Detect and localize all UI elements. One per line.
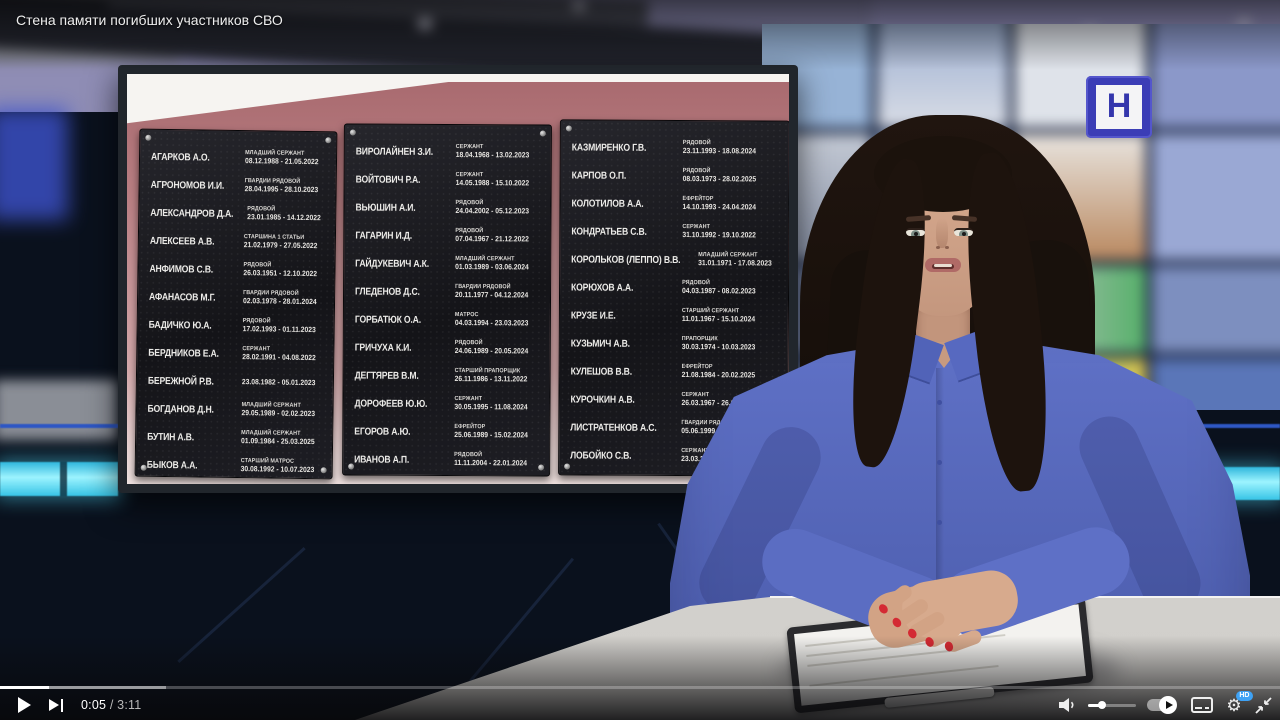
studio-blue-light xyxy=(0,108,68,220)
memorial-entry: Колотилов А.А. ЕФРЕЙТОР 14.10.1993 - 24.04… xyxy=(571,196,757,212)
volume-knob[interactable] xyxy=(1098,701,1106,709)
memorial-entry: Кулешов В.В. ЕФРЕЙТОР 21.08.1984 - 20.02.2… xyxy=(570,364,756,380)
memorial-wall-top-edge xyxy=(127,74,789,82)
studio-video-wall xyxy=(762,24,1280,410)
memorial-entry: Афанасов М.Г. ГВАРДИИ РЯДОВОЙ 02.03.1978 -… xyxy=(149,290,318,307)
play-button[interactable] xyxy=(18,697,31,713)
memorial-entry: Виролайнен З.И. СЕРЖАНТ 18.04.1968 - 13.02… xyxy=(355,144,529,160)
size-toggle-button[interactable] xyxy=(1255,696,1272,714)
led-strip-left xyxy=(0,462,118,496)
volume-slider[interactable] xyxy=(1088,701,1136,709)
anchor-finger xyxy=(877,582,915,616)
video-wall-screen xyxy=(1014,134,1146,261)
video-wall-screen xyxy=(1152,358,1280,410)
channel-logo-inner: Н xyxy=(1096,85,1142,129)
memorial-entry: Иванов А.П. РЯДОВОЙ 11.11.2004 - 22.01.202… xyxy=(354,452,527,468)
video-wall-screen xyxy=(877,358,1009,410)
memorial-entry: Корюхов А.А. РЯДОВОЙ 04.03.1987 - 08.02.20… xyxy=(571,280,756,296)
shirt-fold xyxy=(1069,406,1211,624)
video-wall-screen xyxy=(877,24,1009,128)
video-title[interactable]: Стена памяти погибших участников СВО xyxy=(16,12,283,28)
video-wall-screen xyxy=(1014,358,1146,410)
memorial-entry: Анфимов С.В. РЯДОВОЙ 26.03.1951 - 12.10.20… xyxy=(149,262,318,279)
channel-logo: Н xyxy=(1086,76,1152,138)
memorial-entry: Агарков А.О. МЛАДШИЙ СЕРЖАНТ 08.12.1988 - … xyxy=(150,150,319,167)
shirt-button xyxy=(937,460,942,465)
memorial-entry: Карпов О.П. РЯДОВОЙ 08.03.1973 - 28.02.202… xyxy=(571,168,757,184)
current-time: 0:05 xyxy=(81,698,107,712)
memorial-entry: Казмиренко Г.В. РЯДОВОЙ 23.11.1993 - 18.08… xyxy=(571,140,757,156)
progress-played xyxy=(0,686,49,689)
memorial-entry: Дорофеев Ю.Ю. СЕРЖАНТ 30.05.1995 - 11.08.2… xyxy=(354,396,528,412)
autoplay-toggle[interactable] xyxy=(1147,696,1177,714)
video-wall-screen xyxy=(1014,266,1146,353)
memorial-entry: Бутин А.В. МЛАДШИЙ СЕРЖАНТ 01.09.1984 - 25… xyxy=(147,430,316,447)
channel-logo-letter: Н xyxy=(1106,87,1132,125)
time-display: 0:05 / 3:11 xyxy=(81,698,141,712)
desk-edge-highlight xyxy=(770,596,1280,598)
memorial-entry: Быков А.А. СТАРШИЙ МАТРОС 30.08.1992 - 10.… xyxy=(146,458,315,475)
memorial-plaque-1: Агарков А.О. МЛАДШИЙ СЕРЖАНТ 08.12.1988 - … xyxy=(134,128,338,480)
floor-seam xyxy=(657,522,746,648)
video-wall-screen xyxy=(1152,134,1280,261)
memorial-entry: Дегтярев В.М. СТАРШИЙ ПРАПОРЩИК 26.11.1986… xyxy=(354,368,528,384)
wall-accent-line xyxy=(800,424,1280,428)
memorial-entry: Вьюшин А.И. РЯДОВОЙ 24.04.2002 - 05.12.202… xyxy=(355,200,529,216)
memorial-entry: Листратенков А.С. ГВАРДИИ РЯДОВОЙ 05.06.19… xyxy=(570,420,739,436)
memorial-entry: Алексеев А.В. СТАРШИНА 1 СТАТЬИ 21.02.1979… xyxy=(149,234,318,251)
led-notch xyxy=(60,462,67,496)
floor-seam xyxy=(468,557,575,683)
led-notch xyxy=(1213,467,1222,500)
memorial-entry: Кондратьев С.В. СЕРЖАНТ 31.10.1992 - 19.10… xyxy=(571,224,757,240)
next-button[interactable] xyxy=(49,698,63,712)
memorial-entry: Бережной Р.В. 23.08.1982 - 05.01.2023 xyxy=(147,375,316,388)
studio-gray-screen xyxy=(0,380,118,440)
memorial-entry: Лобойко С.В. СЕРЖАНТ 23.03.1976 - 26.0 xyxy=(570,448,735,464)
next-icon-bar xyxy=(60,698,63,712)
time-separator: / xyxy=(106,698,118,712)
floor-seam xyxy=(1123,542,1240,658)
memorial-entry: Агрономов И.И. ГВАРДИИ РЯДОВОЙ 28.04.1995 … xyxy=(150,178,319,195)
memorial-entry: Гагарин И.Д. РЯДОВОЙ 07.04.1967 - 21.12.20… xyxy=(355,228,529,244)
memorial-entry: Гричуха К.И. РЯДОВОЙ 24.06.1989 - 20.05.20… xyxy=(354,340,528,356)
memorial-entry: Корольков (Леппо) В.В. МЛАДШИЙ СЕРЖАНТ 31.… xyxy=(571,252,772,268)
player-controls: 0:05 / 3:11 ⚙ HD xyxy=(0,690,1280,720)
led-strip-right xyxy=(800,467,1280,500)
memorial-entry: Курочкин А.В. СЕРЖАНТ 26.03.1967 - 26.10.2 xyxy=(570,392,745,408)
subtitles-button[interactable] xyxy=(1191,697,1213,713)
memorial-entry: Гледенов Д.С. ГВАРДИИ РЯДОВОЙ 20.11.1977 -… xyxy=(355,284,528,300)
memorial-entry: Богданов Д.Н. МЛАДШИЙ СЕРЖАНТ 29.05.1989 -… xyxy=(147,402,316,419)
quality-badge: HD xyxy=(1235,691,1253,701)
memorial-entry: Гайдукевич А.К. МЛАДШИЙ СЕРЖАНТ 01.03.1989… xyxy=(355,256,529,272)
memorial-wall-screen: Агарков А.О. МЛАДШИЙ СЕРЖАНТ 08.12.1988 - … xyxy=(118,65,798,493)
shirt-button xyxy=(937,520,942,525)
memorial-entry: Крузе И.Е. СТАРШИЙ СЕРЖАНТ 11.01.1967 - 15… xyxy=(570,308,756,324)
memorial-entry: Кузьмич А.В. ПРАПОРЩИК 30.03.1974 - 10.03.… xyxy=(570,336,756,352)
video-wall-screen xyxy=(877,266,1009,353)
next-icon xyxy=(49,699,59,711)
autoplay-knob xyxy=(1159,696,1177,714)
ceiling-light xyxy=(418,18,432,28)
video-wall-screen xyxy=(1152,24,1280,128)
memorial-entry: Войтович Р.А. СЕРЖАНТ 14.05.1988 - 15.10.2… xyxy=(355,172,529,188)
progress-bar[interactable] xyxy=(0,686,1280,689)
settings-button[interactable]: ⚙ HD xyxy=(1224,691,1253,715)
memorial-entry: Александров Д.А. РЯДОВОЙ 23.01.1985 - 14.1… xyxy=(150,206,321,223)
video-wall-screen xyxy=(877,134,1009,261)
memorial-plaque-3: Казмиренко Г.В. РЯДОВОЙ 23.11.1993 - 18.08… xyxy=(558,119,789,477)
memorial-photo: Агарков А.О. МЛАДШИЙ СЕРЖАНТ 08.12.1988 - … xyxy=(127,74,789,484)
volume-icon[interactable] xyxy=(1058,697,1077,713)
floor-seam xyxy=(177,547,306,663)
memorial-entry: Бердников Е.А. СЕРЖАНТ 28.02.1991 - 04.08.… xyxy=(148,346,317,363)
memorial-entry: Горбатюк О.А. МАТРОС 04.03.1994 - 23.03.20… xyxy=(354,312,529,328)
memorial-entry: Егоров А.Ю. ЕФРЕЙТОР 25.06.1989 - 15.02.20… xyxy=(354,424,528,440)
wall-accent-line xyxy=(0,424,118,428)
memorial-plaque-2: Виролайнен З.И. СЕРЖАНТ 18.04.1968 - 13.02… xyxy=(342,123,552,477)
video-wall-screen xyxy=(1152,266,1280,353)
ceiling-light xyxy=(573,0,585,10)
duration: 3:11 xyxy=(117,698,142,712)
memorial-entry: Бадичко Ю.А. РЯДОВОЙ 17.02.1993 - 01.11.20… xyxy=(148,318,317,335)
